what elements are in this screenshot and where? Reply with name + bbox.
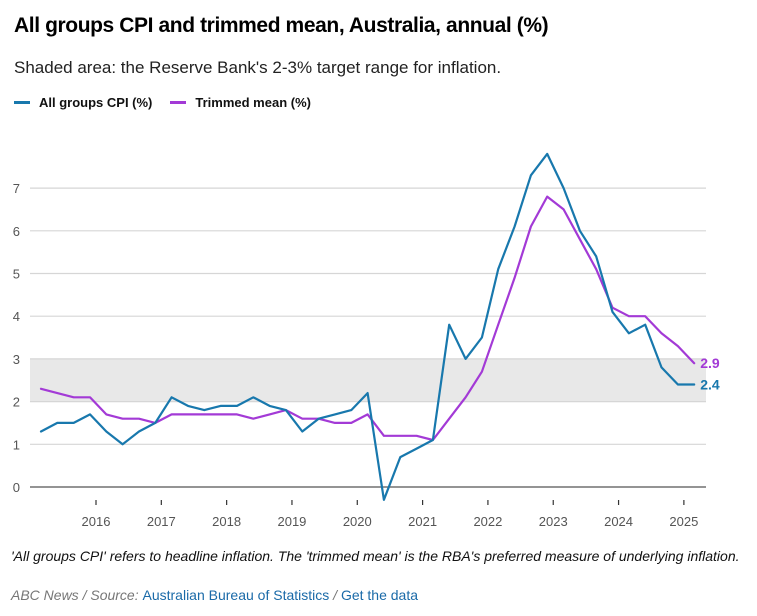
legend: All groups CPI (%) Trimmed mean (%) [14, 95, 329, 110]
source-prefix: ABC News / Source: [11, 587, 143, 603]
chart-title: All groups CPI and trimmed mean, Austral… [14, 14, 549, 37]
series-line-cpi [39, 152, 696, 501]
x-tick-label: 2024 [604, 514, 633, 529]
end-label-trimmed-mean: 2.9 [700, 355, 720, 371]
legend-label-trimmed-mean: Trimmed mean (%) [195, 95, 311, 110]
y-tick-label: 6 [13, 224, 20, 239]
legend-swatch-trimmed-mean [170, 101, 187, 104]
y-tick-label: 7 [13, 181, 20, 196]
chart-note: 'All groups CPI' refers to headline infl… [11, 548, 740, 564]
y-tick-label: 5 [13, 267, 20, 282]
line-chart: 0 1 2 3 4 5 6 7 2016 2017 2018 2019 2020 2021 2022 202… [13, 152, 720, 529]
y-tick-label: 1 [13, 437, 20, 452]
x-tick-label: 2016 [82, 514, 111, 529]
x-tick-label: 2023 [539, 514, 568, 529]
chart-source: ABC News / Source: Australian Bureau of … [11, 587, 418, 603]
legend-label-cpi: All groups CPI (%) [39, 95, 153, 110]
x-tick-label: 2021 [408, 514, 437, 529]
y-tick-label: 0 [13, 480, 20, 495]
get-the-data-link[interactable]: Get the data [340, 587, 418, 603]
chart-subtitle: Shaded area: the Reserve Bank's 2-3% tar… [14, 58, 502, 77]
legend-item-cpi: All groups CPI (%) [14, 95, 152, 110]
x-tick-label: 2018 [212, 514, 241, 529]
x-tick-label: 2020 [343, 514, 372, 529]
legend-swatch-cpi [14, 101, 30, 104]
legend-item-trimmed-mean: Trimmed mean (%) [170, 95, 311, 110]
source-link-abs[interactable]: Australian Bureau of Statistics [142, 587, 330, 603]
x-tick-label: 2019 [277, 514, 306, 529]
x-tick-label: 2025 [669, 514, 698, 529]
series-line-trimmed-mean [39, 195, 696, 442]
end-label-cpi: 2.4 [700, 377, 720, 393]
y-tick-label: 2 [13, 395, 20, 410]
x-tick-label: 2022 [473, 514, 502, 529]
x-tick-label: 2017 [147, 514, 176, 529]
source-separator: / [329, 587, 341, 603]
y-tick-label: 3 [13, 352, 20, 367]
y-tick-label: 4 [13, 309, 20, 324]
